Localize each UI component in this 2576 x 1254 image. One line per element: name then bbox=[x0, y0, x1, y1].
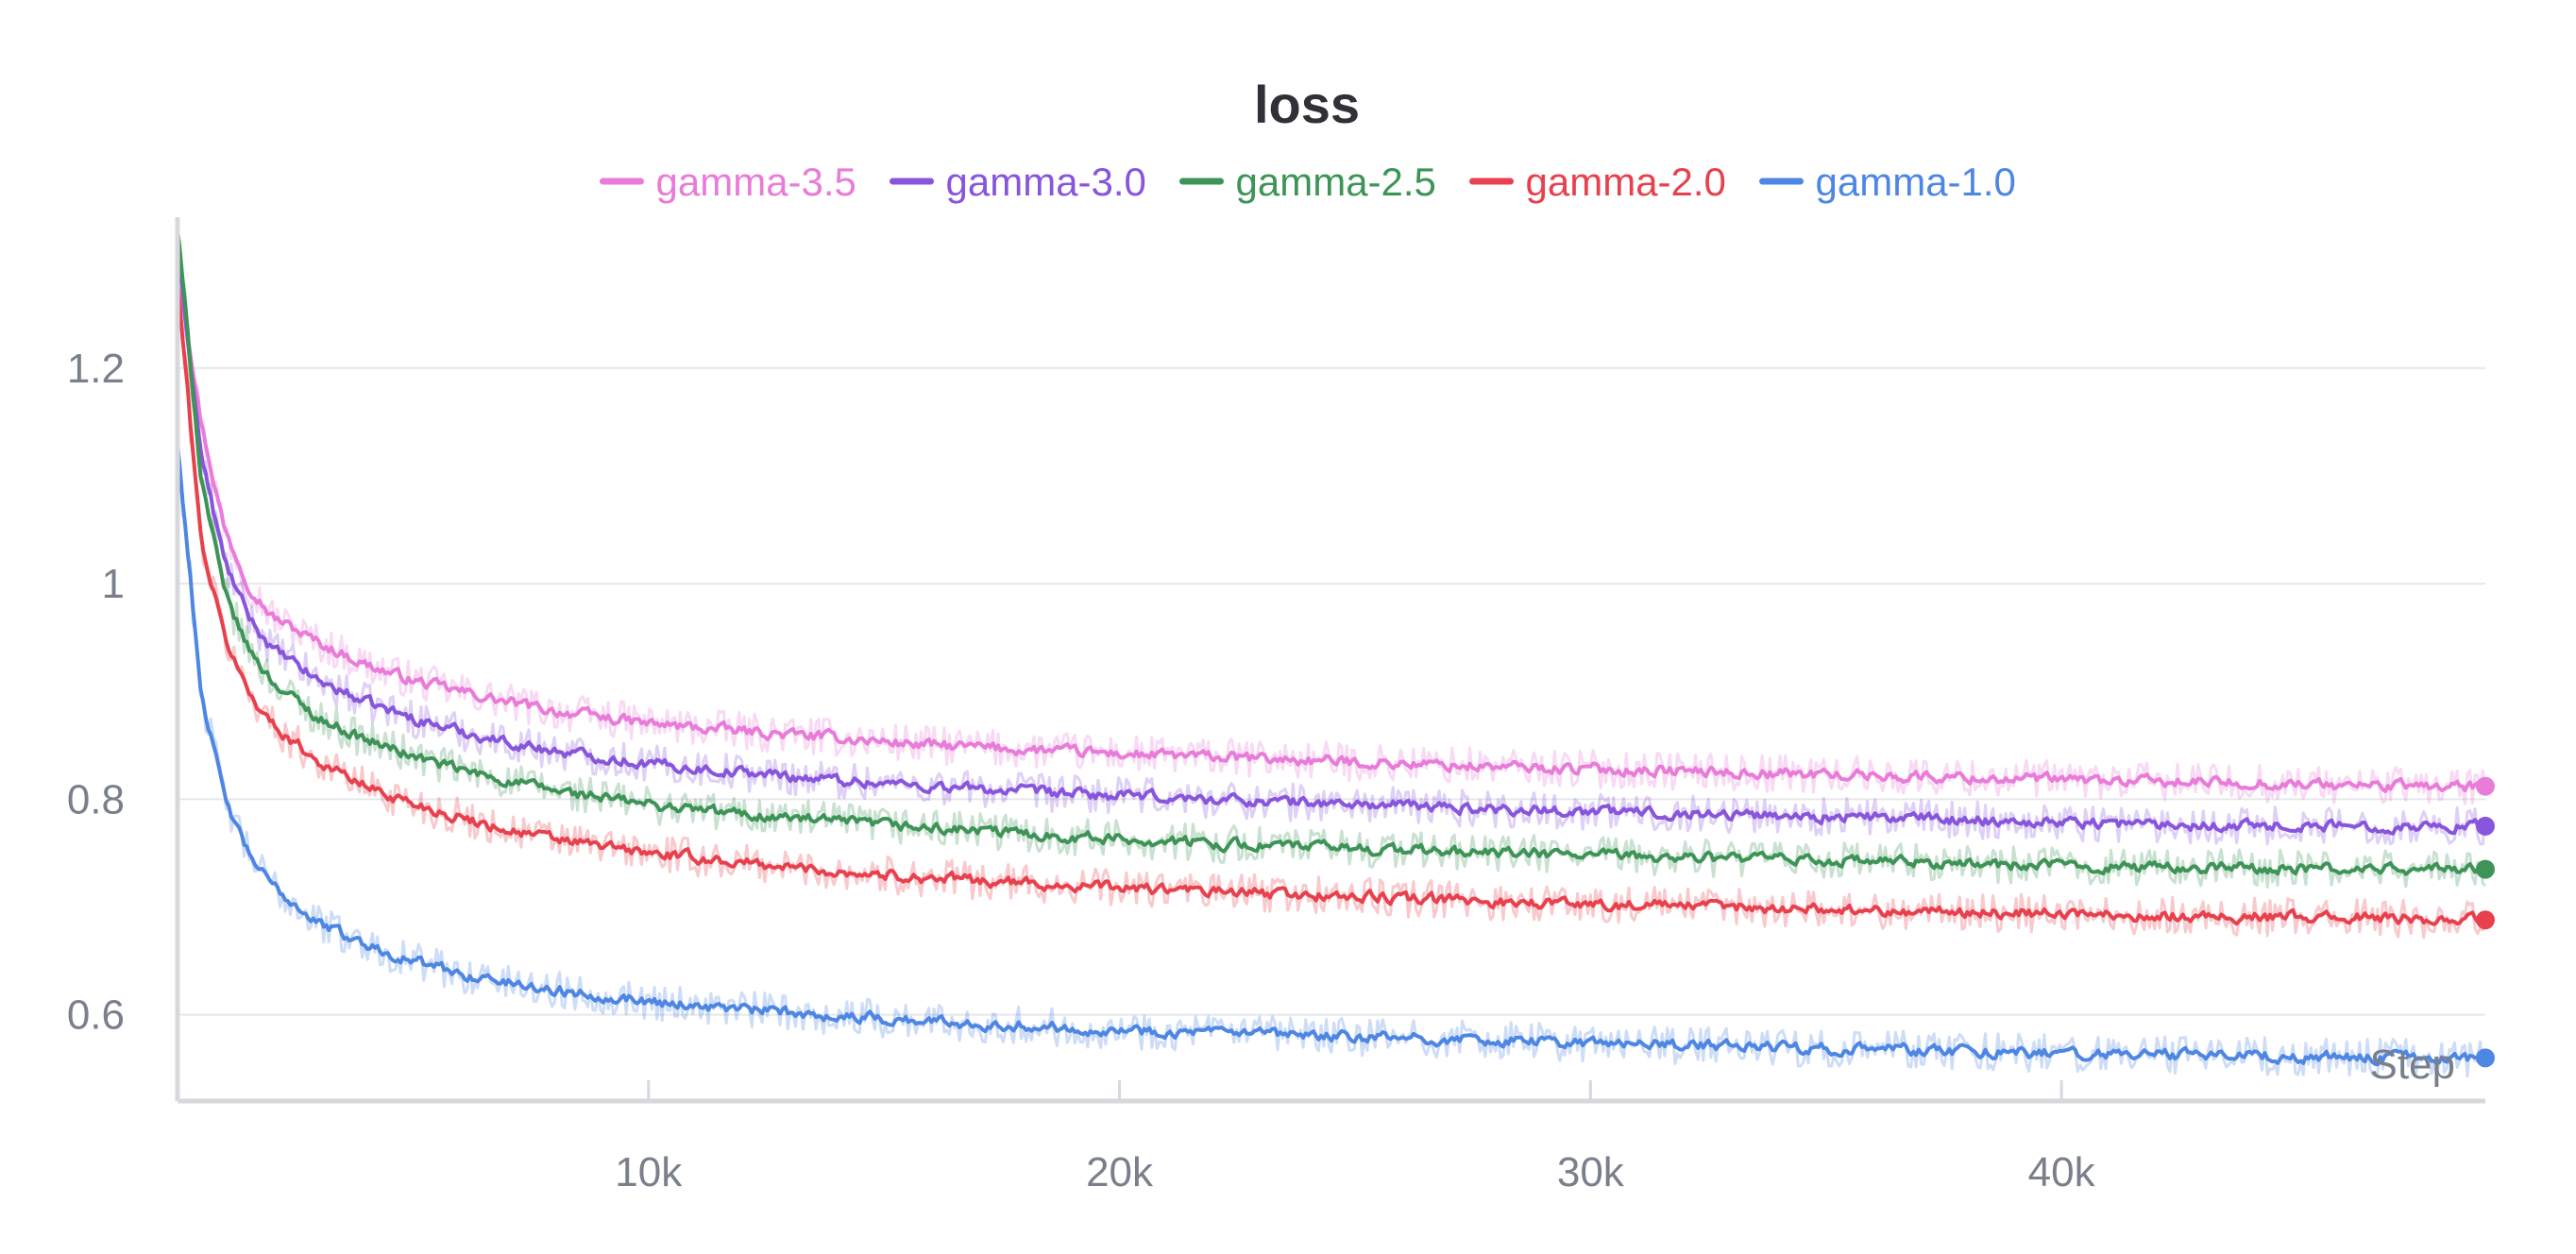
legend-label: gamma-2.5 bbox=[1236, 160, 1436, 204]
legend-label: gamma-3.5 bbox=[656, 160, 856, 204]
series-end-dot-gamma-2.5 bbox=[2476, 859, 2495, 879]
legend: gamma-3.5 gamma-3.0 gamma-2.5 gamma-2.0 gamm… bbox=[600, 160, 2016, 204]
legend-item-gamma-2.0[interactable]: gamma-2.0 bbox=[1469, 160, 1726, 204]
series-line-gamma-3.5 bbox=[176, 262, 2487, 793]
legend-label: gamma-2.0 bbox=[1526, 160, 1726, 204]
x-tick-label: 20k bbox=[1086, 1149, 1154, 1195]
series-line-gamma-1.0 bbox=[176, 443, 2487, 1067]
legend-item-gamma-3.5[interactable]: gamma-3.5 bbox=[600, 160, 856, 204]
series-band-gamma-1.0 bbox=[176, 444, 2487, 1078]
x-axis-label: Step bbox=[2369, 1042, 2455, 1088]
legend-item-gamma-3.0[interactable]: gamma-3.0 bbox=[890, 160, 1146, 204]
series-band-gamma-3.5 bbox=[176, 268, 2487, 805]
axes bbox=[175, 217, 2485, 1104]
x-axis: 10k 20k 30k 40k bbox=[615, 1080, 2096, 1195]
chart-title: loss bbox=[1254, 75, 1360, 134]
legend-label: gamma-3.0 bbox=[946, 160, 1146, 204]
y-tick-label: 0.8 bbox=[67, 776, 125, 822]
series-end-dot-gamma-1.0 bbox=[2476, 1048, 2495, 1068]
series-band-gamma-2.0 bbox=[176, 284, 2487, 940]
series-line-gamma-2.0 bbox=[176, 282, 2486, 926]
y-tick-label: 1 bbox=[102, 561, 125, 607]
series-lines bbox=[176, 229, 2487, 1067]
x-tick-label: 40k bbox=[2028, 1149, 2096, 1195]
legend-item-gamma-1.0[interactable]: gamma-1.0 bbox=[1759, 160, 2016, 204]
y-tick-label: 0.6 bbox=[67, 992, 125, 1039]
legend-item-gamma-2.5[interactable]: gamma-2.5 bbox=[1179, 160, 1436, 204]
series-end-dot-gamma-2.0 bbox=[2476, 910, 2495, 930]
y-axis: 0.6 0.8 1 1.2 bbox=[67, 346, 125, 1039]
x-tick-label: 30k bbox=[1557, 1149, 1625, 1195]
x-tick-label: 10k bbox=[615, 1149, 683, 1195]
series-band-gamma-2.5 bbox=[176, 232, 2487, 889]
legend-label: gamma-1.0 bbox=[1816, 160, 2016, 204]
y-tick-label: 1.2 bbox=[67, 346, 125, 392]
series-end-markers bbox=[2476, 776, 2495, 1068]
series-noise-bands bbox=[176, 232, 2487, 1078]
series-line-gamma-3.0 bbox=[176, 250, 2487, 836]
series-end-dot-gamma-3.5 bbox=[2476, 776, 2495, 796]
series-band-gamma-3.0 bbox=[177, 253, 2487, 846]
series-end-dot-gamma-3.0 bbox=[2476, 816, 2495, 836]
series-line-gamma-2.5 bbox=[176, 229, 2487, 876]
